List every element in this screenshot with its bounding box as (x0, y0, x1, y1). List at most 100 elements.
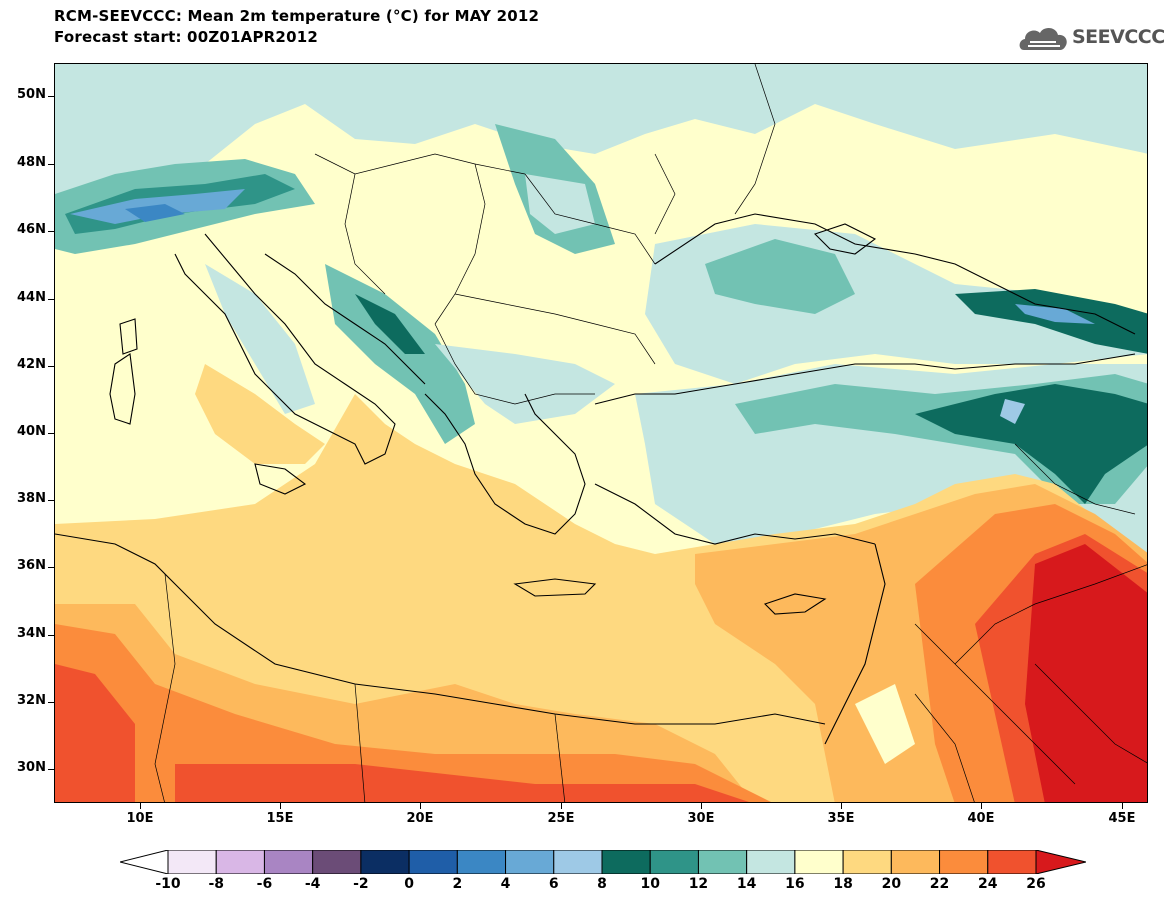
colorbar-label: 2 (452, 876, 463, 892)
colorbar-cell (697, 850, 748, 874)
lon-tick (1122, 803, 1123, 809)
lat-tick (48, 299, 54, 300)
field-anatolia-8 (1000, 399, 1025, 424)
lon-tick (981, 803, 982, 809)
lon-tick (280, 803, 281, 809)
colorbar-label: 12 (688, 876, 709, 892)
colorbar-label: -8 (208, 876, 224, 892)
field-blacksea-12 (705, 239, 855, 314)
lat-tick (48, 96, 54, 97)
colorbar-cells (167, 850, 1037, 874)
lon-label: 30E (687, 811, 715, 826)
title-line-2: Forecast start: 00Z01APR2012 (54, 28, 318, 46)
lon-tick (420, 803, 421, 809)
colorbar-cell (987, 850, 1037, 874)
lat-label: 46N (17, 222, 46, 237)
lon-label: 40E (967, 811, 995, 826)
lat-label: 32N (17, 693, 46, 708)
lon-tick (561, 803, 562, 809)
colorbar (120, 850, 1086, 874)
coast-cyprus (763, 593, 827, 615)
colorbar-cell (360, 850, 410, 874)
colorbar-cell (408, 850, 458, 874)
colorbar-cell (215, 850, 265, 874)
temperature-map (54, 63, 1148, 803)
lon-label: 35E (827, 811, 855, 826)
colorbar-cell (890, 850, 941, 874)
coast-italy (174, 233, 396, 465)
country-borders (154, 64, 1147, 802)
colorbar-cell (553, 850, 603, 874)
field-caucasus-10 (955, 289, 1147, 354)
colorbar-cell (312, 850, 362, 874)
colorbar-cell (746, 850, 796, 874)
colorbar-cell (794, 850, 844, 874)
colorbar-label: 18 (833, 876, 853, 892)
coast-africa (55, 533, 826, 725)
field-balkans-14 (435, 344, 615, 424)
colorbar-cell (601, 850, 651, 874)
lat-tick (48, 231, 54, 232)
map-title: RCM-SEEVCCC: Mean 2m temperature (°C) fo… (54, 6, 539, 48)
lon-label: 10E (126, 811, 154, 826)
field-sinai-18 (855, 684, 915, 764)
lat-label: 50N (17, 87, 46, 102)
colorbar-label: 16 (785, 876, 805, 892)
title-line-1: RCM-SEEVCCC: Mean 2m temperature (°C) fo… (54, 7, 540, 25)
logo-text: SEEVCCC (1072, 26, 1165, 48)
colorbar-label: 20 (881, 876, 902, 892)
coast-blacksea (654, 213, 1136, 335)
field-africa-24 (55, 624, 771, 802)
lat-tick (48, 769, 54, 770)
coast-sicily (254, 463, 307, 495)
cloud-icon (1019, 27, 1067, 50)
field-apennines-14 (205, 264, 315, 414)
field-anatolia-10 (915, 384, 1147, 504)
lat-label: 34N (17, 626, 46, 641)
lat-label: 30N (17, 760, 46, 775)
coast-corsica (119, 318, 138, 355)
field-balkans-10 (355, 294, 425, 354)
colorbar-cell (167, 850, 217, 874)
coast-levant (824, 543, 886, 745)
coastlines (55, 213, 1136, 745)
colorbar-cell (842, 850, 892, 874)
field-caucasus-6 (1015, 304, 1095, 324)
field-alps-4 (125, 204, 185, 222)
lat-tick (48, 164, 54, 165)
lon-label: 20E (406, 811, 434, 826)
lat-tick (48, 433, 54, 434)
field-carpathian-16 (525, 174, 595, 234)
colorbar-label: 26 (1026, 876, 1046, 892)
field-arabia-over (1025, 544, 1147, 802)
lat-tick (48, 567, 54, 568)
lon-tick (701, 803, 702, 809)
lat-label: 42N (17, 357, 46, 372)
field-north-14-16 (55, 64, 1147, 224)
seevccc-logo: SEEVCCC (1016, 20, 1165, 56)
field-balkans-12 (325, 264, 475, 444)
coast-crete (513, 578, 597, 597)
lon-label: 25E (547, 811, 575, 826)
lat-label: 38N (17, 491, 46, 506)
colorbar-label: 8 (597, 876, 607, 892)
temperature-field (55, 64, 1147, 802)
coast-sardinia (109, 353, 136, 425)
colorbar-cell (456, 850, 507, 874)
colorbar-label: 4 (500, 876, 511, 892)
colorbar-label: 24 (978, 876, 998, 892)
colorbar-label: -10 (155, 876, 181, 892)
colorbar-label: 10 (640, 876, 660, 892)
colorbar-cell (939, 850, 989, 874)
field-africa-26 (55, 664, 135, 802)
coast-crimea (813, 223, 877, 255)
coast-adriatic (264, 253, 426, 385)
lon-tick (140, 803, 141, 809)
lat-label: 44N (17, 290, 46, 305)
colorbar-label: 14 (736, 876, 757, 892)
lat-tick (48, 500, 54, 501)
field-italy-20 (195, 364, 325, 464)
colorbar-label: -6 (256, 876, 273, 892)
colorbar-over-arrow (1035, 850, 1086, 874)
lat-tick (48, 702, 54, 703)
